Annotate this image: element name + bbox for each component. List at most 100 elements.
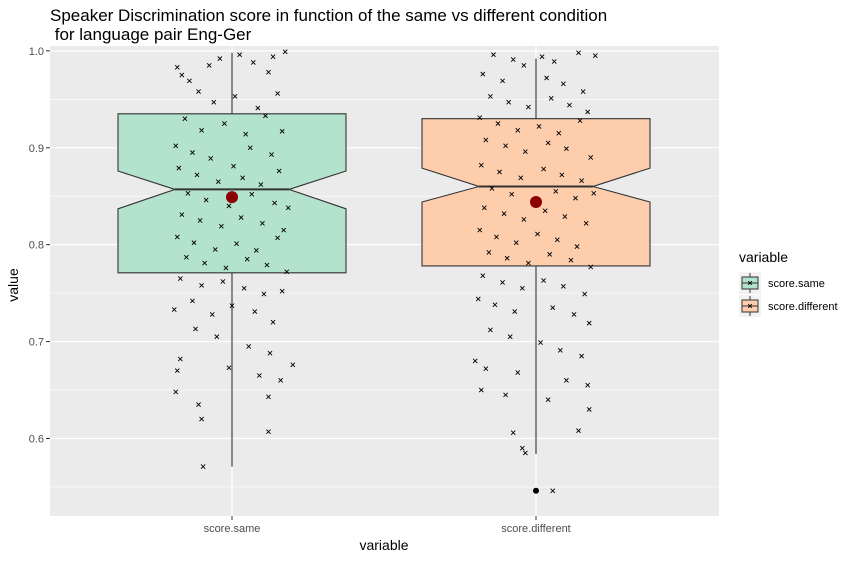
jitter-point [231, 163, 236, 169]
jitter-point [538, 340, 543, 345]
jitter-point [579, 353, 585, 359]
jitter-point [246, 343, 252, 349]
jitter-point [586, 406, 592, 412]
jitter-point [247, 145, 253, 151]
jitter-point [579, 178, 585, 184]
jitter-point [544, 75, 550, 81]
jitter-point [226, 203, 232, 209]
x-axis-ticks: score.same score.different [204, 516, 571, 535]
jitter-point [234, 241, 239, 247]
jitter-point [525, 260, 531, 266]
jitter-point [281, 227, 287, 233]
jitter-point [491, 52, 496, 58]
jitter-point [252, 309, 258, 314]
jitter-point [211, 99, 217, 105]
mean-point [530, 196, 542, 209]
jitter-point [203, 197, 209, 203]
jitter-point [519, 285, 525, 291]
jitter-point [208, 155, 214, 161]
jitter-point [256, 373, 262, 378]
jitter-point [539, 54, 545, 60]
jitter-point [182, 116, 188, 122]
legend-label: score.same [768, 278, 825, 290]
jitter-point [503, 392, 509, 398]
jitter-point [223, 265, 229, 271]
notched-box [421, 118, 651, 267]
jitter-point [506, 99, 512, 105]
jitter-point [568, 257, 574, 263]
jitter-point [179, 212, 185, 218]
jitter-point [510, 57, 516, 62]
jitter-point [258, 182, 264, 187]
jitter-point [237, 52, 243, 58]
jitter-point [497, 169, 502, 175]
jitter-point [582, 291, 588, 297]
jitter-point [217, 56, 223, 62]
jitter-point [270, 319, 276, 325]
jitter-point [486, 249, 492, 255]
jitter-point [174, 234, 180, 240]
jitter-point [185, 190, 191, 196]
jitter-point [290, 362, 296, 368]
jitter-point [509, 191, 515, 197]
jitter-point [190, 298, 195, 304]
legend-key-cross [747, 303, 753, 309]
jitter-point [567, 102, 572, 108]
jitter-point [573, 195, 578, 201]
x-tick-label: score.same [204, 523, 261, 535]
jitter-point [557, 347, 563, 353]
legend-key-score-different [739, 295, 761, 317]
jitter-point [560, 81, 566, 87]
jitter-point [279, 288, 285, 294]
jitter-point [176, 165, 182, 171]
jitter-point [545, 140, 551, 146]
jitter-point [255, 105, 261, 111]
jitter-point [244, 256, 250, 262]
jitter-point [275, 91, 281, 96]
chart-title-line-1: Speaker Discrimination score in function… [50, 6, 607, 25]
jitter-point [483, 366, 489, 372]
jitter-point [249, 191, 255, 197]
legend-key-cross [747, 280, 753, 286]
jitter-point [238, 215, 244, 220]
jitter-point [487, 327, 493, 333]
jitter-point [196, 402, 201, 407]
jitter-point [551, 59, 557, 64]
jitter-point [193, 326, 198, 332]
jitter-point [522, 450, 528, 456]
jitter-point [560, 283, 566, 289]
x-axis-title: variable [359, 537, 408, 553]
jitter-point [263, 113, 268, 119]
jitter-point [206, 62, 212, 68]
jitter-point [282, 49, 288, 55]
jitter-point [563, 146, 569, 152]
jitter-point [229, 303, 235, 309]
jitter-point [477, 227, 483, 233]
jitter-point [588, 264, 594, 270]
jitter-point [191, 240, 197, 246]
jitter-point [574, 244, 580, 250]
y-tick-label: 0.8 [29, 240, 44, 252]
jitter-point [483, 137, 489, 143]
jitter-point [171, 307, 177, 313]
boxplot-score-different [421, 50, 651, 494]
jitter-point [554, 237, 560, 243]
jitter-point [550, 305, 556, 311]
jitter-point [548, 95, 554, 101]
jitter-point [507, 334, 513, 340]
jitter-point [576, 50, 581, 56]
mean-point [226, 191, 238, 204]
jitter-point [487, 93, 493, 99]
jitter-point [480, 273, 486, 279]
jitter-point [250, 60, 256, 65]
jitter-point [194, 172, 200, 178]
jitter-point [480, 71, 486, 77]
jitter-point [495, 121, 501, 126]
jitter-point [269, 152, 274, 157]
jitter-point [503, 143, 509, 149]
jitter-point [481, 205, 487, 211]
jitter-point [267, 350, 273, 356]
jitter-point [218, 223, 224, 229]
jitter-point [472, 358, 478, 364]
